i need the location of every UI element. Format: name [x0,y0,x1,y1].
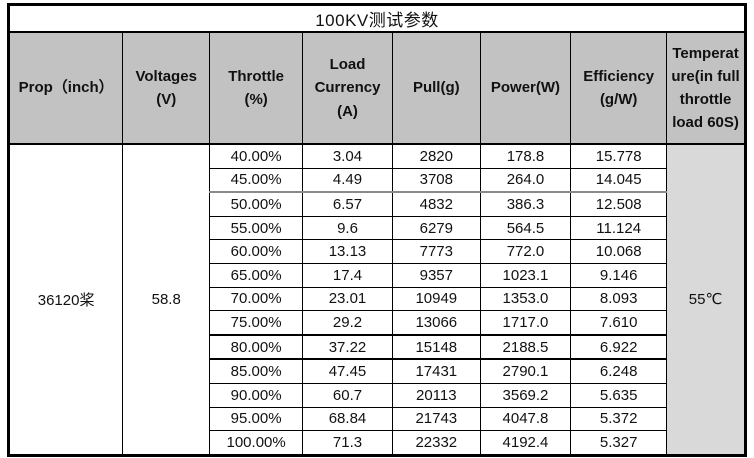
test-parameters-table: 100KV测试参数 Prop（inch） Voltages (V) Thrott… [7,3,747,457]
header-load-currency: Load Currency (A) [302,31,393,145]
table-row: 85.00% 47.45 17431 2790.1 6.248 [9,358,746,384]
header-temperature: Temperat ure(in full throttle load 60S) [666,31,746,145]
table-row: 55.00% 9.6 6279 564.5 11.124 [9,215,746,241]
throttle-cell: 55.00% [209,215,304,241]
power-cell: 1353.0 [479,286,572,312]
pull-cell: 7773 [391,239,481,264]
power-cell: 772.0 [479,239,572,264]
prop-value-cell: 36120桨 [7,143,124,456]
power-cell: 1023.1 [479,262,572,288]
power-cell: 564.5 [479,215,572,241]
current-cell: 47.45 [302,358,393,384]
efficiency-cell: 12.508 [570,191,668,217]
power-cell: 2188.5 [479,333,572,360]
power-cell: 3569.2 [479,382,572,408]
efficiency-cell: 5.372 [570,406,668,432]
power-cell: 1717.0 [479,310,572,336]
header-pull: Pull(g) [391,31,481,145]
pull-cell: 22332 [391,430,481,456]
pull-cell: 6279 [391,215,481,241]
efficiency-cell: 11.124 [570,215,668,241]
current-cell: 37.22 [302,333,393,360]
efficiency-cell: 15.778 [570,143,668,169]
throttle-cell: 50.00% [209,191,304,217]
pull-cell: 10949 [391,286,481,312]
table-row: 50.00% 6.57 4832 386.3 12.508 [9,191,746,217]
efficiency-cell: 6.922 [570,333,668,360]
header-throttle: Throttle (%) [209,31,304,145]
voltage-value-cell: 58.8 [122,143,211,456]
efficiency-cell: 7.610 [570,310,668,336]
pull-cell: 9357 [391,262,481,288]
pull-cell: 17431 [391,358,481,384]
pull-cell: 21743 [391,406,481,432]
power-cell: 178.8 [479,143,572,169]
throttle-cell: 65.00% [209,262,304,288]
power-cell: 4192.4 [479,430,572,456]
throttle-cell: 75.00% [209,310,304,336]
power-cell: 386.3 [479,191,572,217]
current-cell: 3.04 [302,143,393,169]
table-row: 95.00% 68.84 21743 4047.8 5.372 [9,406,746,432]
pull-cell: 2820 [391,143,481,169]
efficiency-cell: 5.327 [570,430,668,456]
throttle-cell: 60.00% [209,239,304,264]
table-row: 45.00% 4.49 3708 264.0 14.045 [9,167,746,193]
current-cell: 9.6 [302,215,393,241]
pull-cell: 13066 [391,310,481,336]
table-row: 100.00% 71.3 22332 4192.4 5.327 [9,430,746,456]
current-cell: 60.7 [302,382,393,408]
efficiency-cell: 14.045 [570,167,668,193]
throttle-cell: 80.00% [209,333,304,360]
pull-cell: 15148 [391,333,481,360]
throttle-cell: 40.00% [209,143,304,169]
throttle-cell: 45.00% [209,167,304,193]
throttle-cell: 95.00% [209,406,304,432]
efficiency-cell: 8.093 [570,286,668,312]
power-cell: 4047.8 [479,406,572,432]
table-row: 60.00% 13.13 7773 772.0 10.068 [9,239,746,264]
current-cell: 6.57 [302,191,393,217]
table-row: 36120桨 58.8 40.00% 3.04 2820 178.8 15.77… [7,143,746,456]
efficiency-cell: 5.635 [570,382,668,408]
current-cell: 29.2 [302,310,393,336]
power-cell: 2790.1 [479,358,572,384]
header-power: Power(W) [479,31,572,145]
header-efficiency: Efficiency (g/W) [570,31,668,145]
table-row: 90.00% 60.7 20113 3569.2 5.635 [9,382,746,408]
throttle-cell: 85.00% [209,358,304,384]
header-voltages: Voltages (V) [122,31,211,145]
throttle-cell: 70.00% [209,286,304,312]
pull-cell: 4832 [391,191,481,217]
table-header-row: Prop（inch） Voltages (V) Throttle (%) Loa… [7,31,746,145]
pull-cell: 20113 [391,382,481,408]
throttle-cell: 100.00% [209,430,304,456]
current-cell: 13.13 [302,239,393,264]
throttle-cell: 90.00% [209,382,304,408]
table-row: 70.00% 23.01 10949 1353.0 8.093 [9,286,746,312]
current-cell: 68.84 [302,406,393,432]
efficiency-cell: 9.146 [570,262,668,288]
efficiency-cell: 6.248 [570,358,668,384]
current-cell: 17.4 [302,262,393,288]
power-cell: 264.0 [479,167,572,193]
table-row: 65.00% 17.4 9357 1023.1 9.146 [9,262,746,288]
pull-cell: 3708 [391,167,481,193]
temperature-value-cell: 55℃ [666,143,746,456]
current-cell: 71.3 [302,430,393,456]
table-title: 100KV测试参数 [8,4,746,33]
header-prop: Prop（inch） [7,31,124,145]
current-cell: 4.49 [302,167,393,193]
current-cell: 23.01 [302,286,393,312]
table-title-row: 100KV测试参数 [8,4,746,33]
efficiency-cell: 10.068 [570,239,668,264]
